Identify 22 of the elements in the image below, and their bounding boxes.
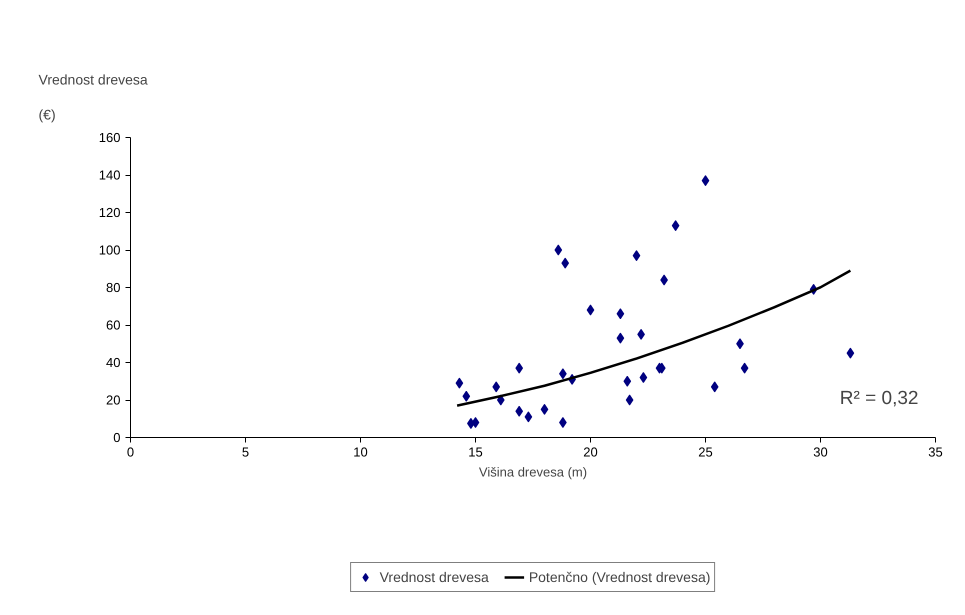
x-axis-title: Višina drevesa (m) [478,464,588,480]
x-tick-label: 5 [242,444,250,460]
x-tick-label: 15 [468,444,483,460]
y-tick-label: 40 [106,355,121,370]
x-tick-label: 30 [813,444,828,460]
x-tick-label: 20 [583,444,598,460]
text: Vrednost drevesa (€) [38,71,148,122]
y-tick-label: 100 [98,242,121,258]
legend-label: Potenčno (Vrednost drevesa) [528,569,710,585]
x-tick-label: 35 [928,444,943,460]
x-tick-label: 25 [698,444,713,460]
y-tick-label: 160 [98,130,121,145]
annotation: R² = 0,32 [840,388,918,409]
x-tick-label: 10 [353,444,368,460]
legend-label: Vrednost drevesa [380,569,489,585]
y-tick-label: 80 [106,280,121,295]
y-tick-label: 120 [98,205,121,220]
y-tick-label: 20 [106,392,121,408]
y-tick-label: 0 [113,430,121,445]
y-tick-label: 60 [106,318,121,332]
x-tick-label: 0 [126,444,134,460]
y-tick-label: 140 [98,168,121,182]
